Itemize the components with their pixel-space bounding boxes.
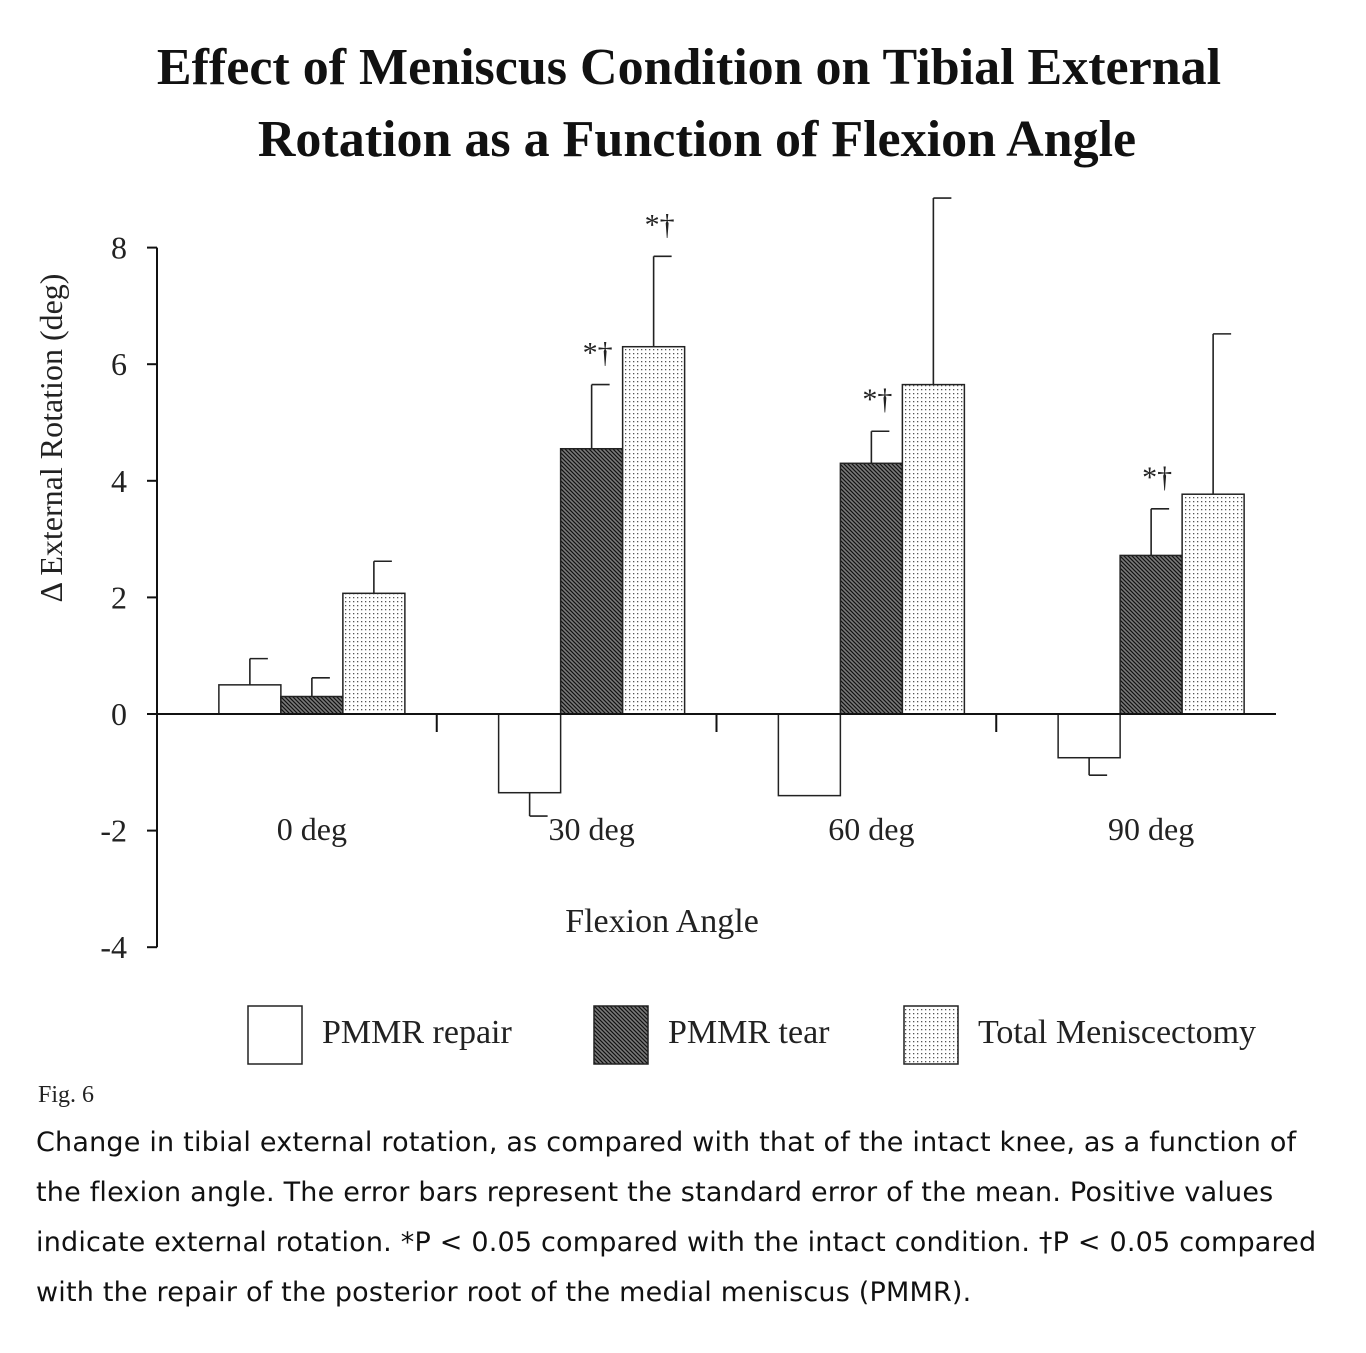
significance-marker: *†: [645, 208, 675, 241]
chart-title-line-2: Rotation as a Function of Flexion Angle: [258, 111, 1136, 168]
legend-swatch: [247, 1005, 303, 1065]
bar: [1181, 493, 1245, 715]
significance-marker: *†: [1142, 461, 1172, 494]
x-tick-label: 30 deg: [549, 811, 635, 847]
bar: [777, 713, 842, 797]
bar: [497, 713, 562, 794]
y-tick-label: 0: [111, 696, 127, 732]
bar: [218, 684, 282, 715]
bar: [901, 383, 966, 715]
bar: [621, 345, 686, 715]
figure-caption: Change in tibial external rotation, as c…: [36, 1127, 1317, 1308]
legend-label: PMMR tear: [668, 1014, 830, 1051]
x-axis: 0 deg 30 deg 60 deg 90 deg: [157, 713, 1276, 847]
y-tick-label: 6: [111, 346, 127, 382]
bar: [559, 447, 624, 715]
legend-label: Total Meniscectomy: [978, 1014, 1256, 1051]
y-tick-label: -4: [100, 929, 127, 965]
bars-layer: [218, 197, 1245, 817]
figure-label: Fig. 6: [38, 1082, 95, 1108]
x-axis-label: Flexion Angle: [565, 903, 759, 940]
bar: [280, 695, 344, 715]
significance-marker: *†: [583, 337, 613, 370]
y-axis-label: Δ External Rotation (deg): [33, 274, 69, 603]
legend: PMMR repair PMMR tear Total Meniscectomy: [247, 1005, 1256, 1065]
bar: [1057, 713, 1121, 759]
chart-title-line-1: Effect of Meniscus Condition on Tibial E…: [157, 39, 1221, 96]
bar: [342, 592, 406, 715]
y-tick-label: -2: [100, 813, 127, 849]
bar-chart: Effect of Meniscus Condition on Tibial E…: [33, 39, 1276, 1065]
x-tick-label: 0 deg: [277, 811, 347, 847]
significance-marker: *†: [862, 383, 892, 416]
x-tick-label: 90 deg: [1108, 811, 1194, 847]
x-tick-label: 60 deg: [828, 811, 914, 847]
annotations-layer: *† *† *† *†: [583, 208, 1173, 493]
legend-label: PMMR repair: [322, 1014, 513, 1051]
bar: [1119, 554, 1183, 715]
y-axis: -4 -2 0 2 4 6 8: [100, 230, 158, 965]
y-tick-label: 8: [111, 230, 127, 266]
y-tick-label: 4: [111, 463, 127, 499]
legend-swatch: [593, 1005, 649, 1065]
legend-swatch: [903, 1005, 959, 1065]
y-tick-label: 2: [111, 579, 127, 615]
bar: [839, 462, 904, 715]
